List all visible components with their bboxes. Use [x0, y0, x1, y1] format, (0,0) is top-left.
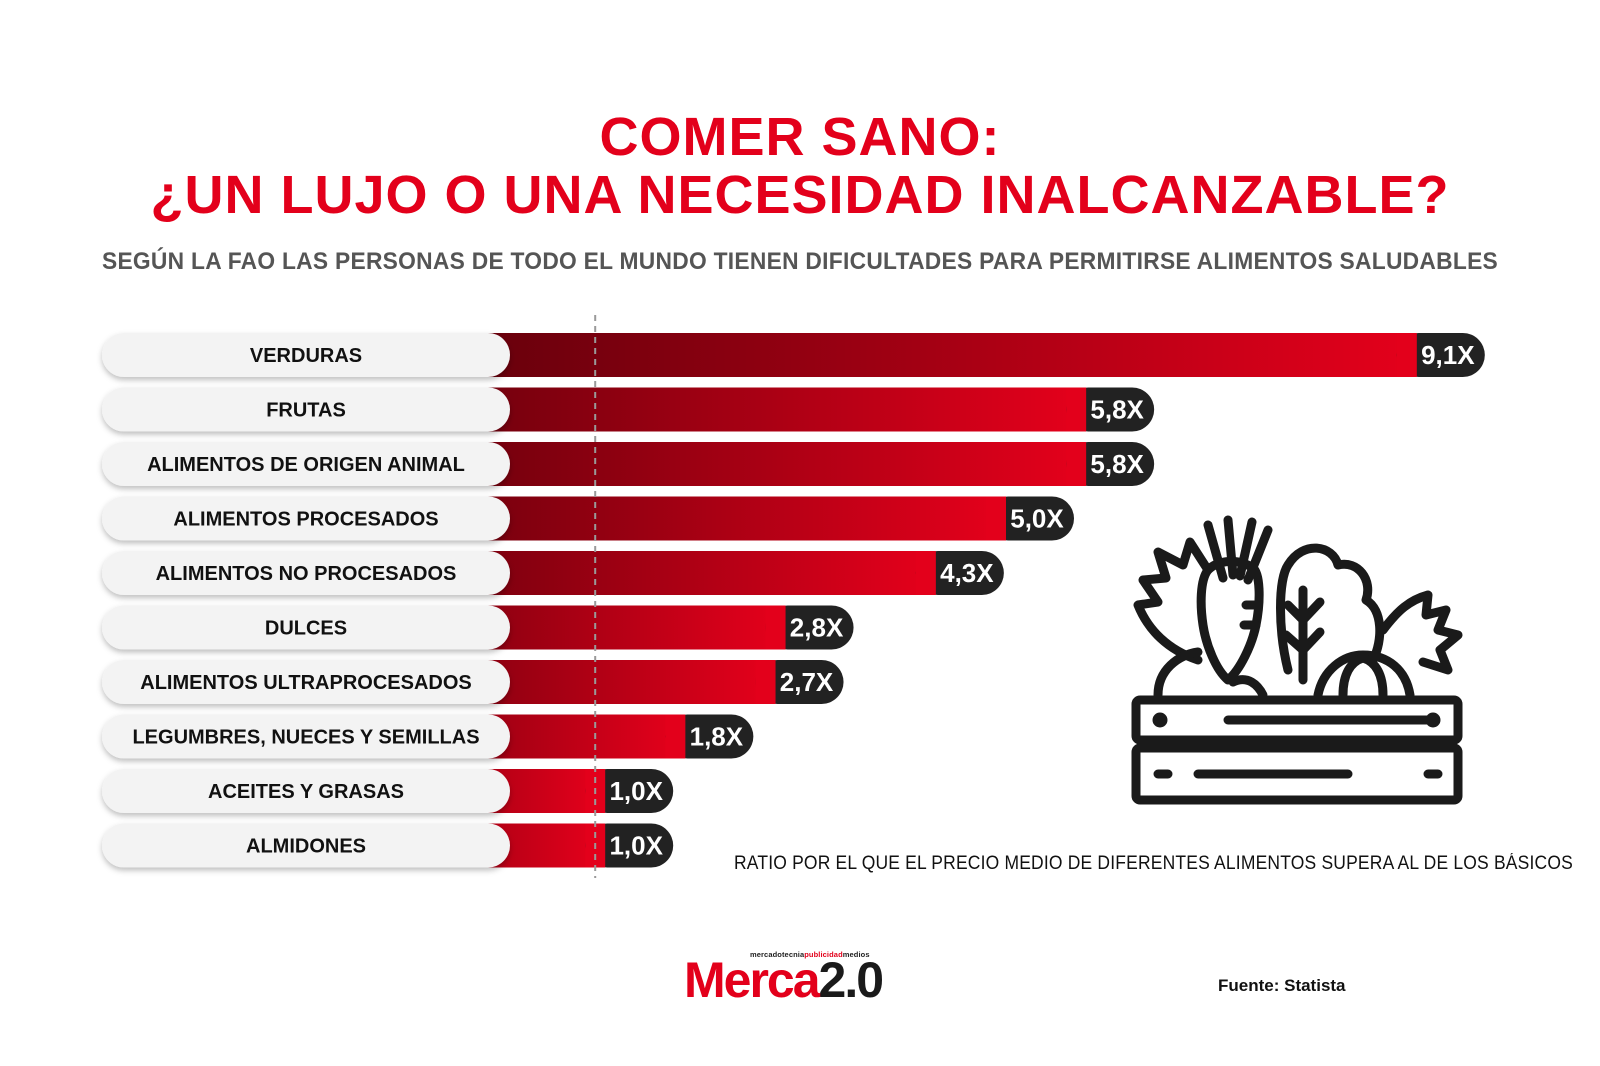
- category-pill: [102, 551, 510, 595]
- category-label: LEGUMBRES, NUECES Y SEMILLAS: [132, 727, 479, 749]
- category-label: DULCES: [265, 618, 347, 640]
- chart-title: COMER SANO: ¿UN LUJO O UNA NECESIDAD INA…: [0, 108, 1600, 224]
- value-pill: [986, 496, 1074, 541]
- bar-end: [1066, 442, 1087, 486]
- bar-end: [765, 605, 786, 650]
- value-pill: [915, 551, 1004, 595]
- bar-end: [986, 496, 1006, 541]
- category-pill: [102, 496, 510, 541]
- category-label: ACEITES Y GRASAS: [208, 781, 404, 803]
- vegetable-basket-icon: [1131, 515, 1463, 805]
- data-label: 2,7X: [780, 667, 834, 697]
- value-pill: [1066, 442, 1155, 486]
- category-pill: [102, 442, 510, 486]
- data-label: 1,8X: [690, 722, 744, 752]
- value-pill: [585, 769, 674, 813]
- category-pill: [102, 333, 510, 377]
- category-pill: [102, 660, 510, 704]
- bar-end: [1396, 333, 1417, 377]
- value-pill: [1396, 333, 1485, 377]
- category-pill: [102, 714, 510, 759]
- bar-end: [665, 714, 686, 759]
- data-label: 1,0X: [609, 831, 663, 861]
- bar-end: [755, 660, 776, 704]
- chart-title-line1: COMER SANO:: [599, 107, 1001, 167]
- category-pill: [102, 605, 510, 650]
- category-label: ALIMENTOS DE ORIGEN ANIMAL: [147, 454, 465, 476]
- category-pill: [102, 769, 510, 813]
- value-pill: [1066, 387, 1155, 432]
- value-pill: [765, 605, 854, 650]
- category-label: ALIMENTOS NO PROCESADOS: [156, 563, 457, 585]
- category-label: ALIMENTOS PROCESADOS: [173, 509, 438, 531]
- bar-end: [915, 551, 936, 595]
- category-pill: [102, 823, 510, 868]
- source-note: Fuente: Statista: [1218, 976, 1346, 995]
- data-label: 9,1X: [1421, 340, 1475, 370]
- data-label: 5,0X: [1010, 504, 1064, 534]
- logo-wordmark: Merca2.0: [684, 952, 884, 1008]
- chart-note: RATIO POR EL QUE EL PRECIO MEDIO DE DIFE…: [734, 853, 1573, 874]
- merca-logo: mercadotecniapublicidadmedios Merca2.0: [684, 950, 934, 1008]
- category-pill: [102, 387, 510, 432]
- data-label: 1,0X: [609, 776, 663, 806]
- bar-end: [1066, 387, 1087, 432]
- value-pill: [665, 714, 754, 759]
- data-label: 2,8X: [790, 613, 844, 643]
- chart-subtitle: SEGÚN LA FAO LAS PERSONAS DE TODO EL MUN…: [101, 248, 1499, 275]
- category-label: ALMIDONES: [246, 836, 366, 858]
- value-pill: [755, 660, 844, 704]
- category-label: FRUTAS: [266, 400, 346, 422]
- category-label: ALIMENTOS ULTRAPROCESADOS: [140, 672, 472, 694]
- value-pill: [585, 823, 674, 868]
- data-label: 5,8X: [1090, 395, 1144, 425]
- chart-title-line2: ¿UN LUJO O UNA NECESIDAD INALCANZABLE?: [150, 165, 1450, 225]
- data-label: 5,8X: [1090, 449, 1144, 479]
- bar-chart: 9,1X VERDURAS 5,8X FRUTAS 5,8X ALIMENTOS DE O…: [102, 315, 1485, 878]
- data-label: 4,3X: [940, 558, 994, 588]
- category-label: VERDURAS: [250, 345, 362, 367]
- logo-tagline: mercadotecniapublicidadmedios: [750, 950, 870, 959]
